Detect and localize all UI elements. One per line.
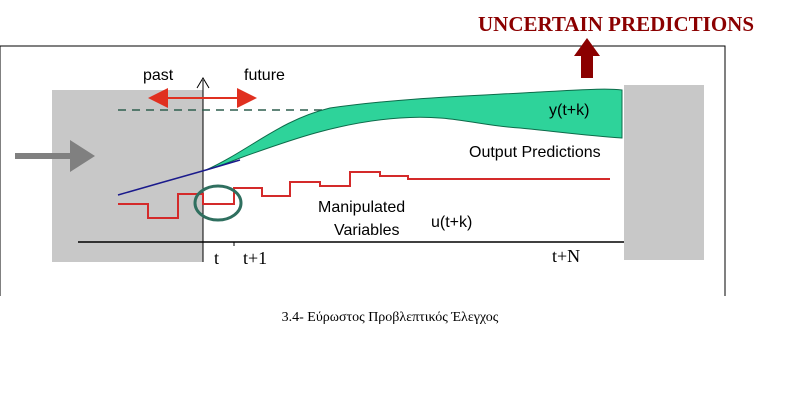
- title: UNCERTAIN PREDICTIONS: [478, 12, 754, 36]
- input-label: u(t+k): [431, 214, 472, 231]
- output-band: [205, 88, 623, 171]
- input-arrow: [15, 140, 95, 172]
- future-label: future: [244, 67, 285, 84]
- highlight-circle: [193, 184, 243, 222]
- past-block: [52, 90, 203, 262]
- t-label: t: [214, 248, 219, 268]
- caption: 3.4- Εύρωστος Προβλεπτικός Έλεγχος: [282, 310, 499, 325]
- now-arrowhead: [196, 77, 210, 89]
- frame: [0, 45, 726, 296]
- uncertainty-arrow: [574, 38, 600, 78]
- tN-label: t+N: [552, 246, 580, 266]
- output-caption: Output Predictions: [469, 144, 601, 161]
- manipulated-label: Variables: [334, 222, 400, 239]
- manipulated-label: Manipulated: [318, 199, 405, 216]
- plant-block: [624, 85, 704, 260]
- past-label: past: [143, 67, 174, 84]
- output-label: y(t+k): [549, 102, 589, 119]
- manipulated-variables: [118, 171, 610, 219]
- t1-label: t+1: [243, 248, 267, 268]
- past-output: [117, 159, 241, 196]
